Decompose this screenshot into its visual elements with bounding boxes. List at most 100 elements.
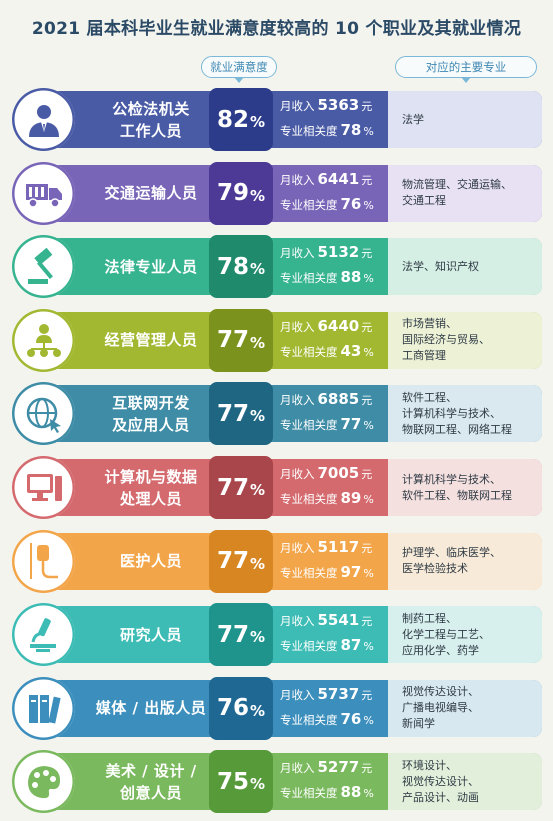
truck-icon [25, 184, 62, 208]
majors-cell: 市场营销、 国际经济与贸易、 工商管理 [388, 311, 542, 369]
income-line: 月收入 5132 元 [280, 240, 392, 265]
job-name: 交通运输人员 [104, 184, 198, 203]
relevance-value: 76 [340, 709, 362, 728]
satisfaction-percent-sign: % [249, 333, 266, 352]
satisfaction-value: 77% [209, 529, 273, 593]
stats-cell: 月收入 6885 元 专业相关度 77% [280, 387, 392, 437]
satisfaction-number: 79 [216, 180, 249, 207]
books-icon [28, 695, 61, 724]
satisfaction-number: 77 [216, 548, 249, 575]
job-name: 医护人员 [119, 552, 182, 571]
income-label: 月收入 [280, 393, 315, 408]
majors-text: 物流管理、交通运输、 交通工程 [402, 178, 512, 208]
income-line: 月收入 5117 元 [280, 535, 392, 560]
table-row: 市场营销、 国际经济与贸易、 工商管理 经营管理人员 77% 月收入 6440 元 … [12, 308, 542, 372]
table-row: 计算机科学与技术、 软件工程、物联网工程 计算机与数据 处理人员 77% 月收入… [12, 456, 542, 519]
stats-cell: 月收入 5277 元 专业相关度 88% [280, 755, 392, 805]
table-row: 物流管理、交通运输、 交通工程 交通运输人员 79% 月收入 6441 元 专业相关… [12, 161, 542, 225]
stats-cell: 月收入 7005 元 专业相关度 89% [280, 461, 392, 511]
stats-cell: 月收入 5132 元 专业相关度 88% [280, 240, 392, 290]
majors-cell: 软件工程、 计算机科学与技术、 物联网工程、网络工程 [388, 385, 542, 443]
satisfaction-number: 77 [216, 400, 249, 427]
relevance-label: 专业相关度 [280, 639, 338, 654]
income-label: 月收入 [280, 319, 315, 334]
income-value: 6441 [317, 169, 360, 188]
job-icon-circle [12, 382, 75, 446]
relevance-unit: % [363, 640, 374, 654]
satisfaction-percent-sign: % [249, 113, 266, 131]
relevance-line: 专业相关度 77% [280, 412, 392, 437]
table-row: 护理学、临床医学、 医学检验技术 医护人员 77% 月收入 5117 元 专业相关度… [12, 529, 542, 593]
network-person-icon [26, 324, 61, 358]
majors-text: 市场营销、 国际经济与贸易、 工商管理 [402, 317, 490, 363]
relevance-line: 专业相关度 43% [280, 339, 392, 364]
relevance-line: 专业相关度 88% [280, 780, 392, 805]
satisfaction-number: 76 [216, 695, 249, 722]
relevance-value: 87 [340, 636, 362, 655]
income-label: 月收入 [280, 761, 315, 776]
income-line: 月收入 5541 元 [280, 608, 392, 633]
income-line: 月收入 6440 元 [280, 314, 392, 339]
relevance-unit: % [363, 272, 374, 286]
income-label: 月收入 [280, 614, 315, 629]
satisfaction-header: 就业满意度 [201, 56, 277, 83]
relevance-label: 专业相关度 [280, 565, 338, 580]
page-title: 2021 届本科毕业生就业满意度较高的 10 个职业及其就业情况 [31, 19, 522, 39]
satisfaction-value: 77% [209, 382, 273, 446]
income-unit: 元 [361, 541, 373, 555]
satisfaction-value: 75% [209, 750, 273, 814]
satisfaction-value: 77% [209, 308, 273, 372]
computer-icon [26, 473, 62, 501]
relevance-unit: % [363, 125, 374, 138]
majors-text: 视觉传达设计、 广播电视编导、 新闻学 [402, 685, 479, 731]
satisfaction-value: 76% [209, 676, 273, 740]
satisfaction-percent-sign: % [249, 775, 266, 794]
iv-drip-icon [29, 543, 58, 580]
job-icon-circle [12, 88, 75, 151]
relevance-unit: % [363, 419, 374, 433]
income-unit: 元 [361, 394, 373, 408]
relevance-unit: % [363, 787, 374, 801]
income-value: 5541 [317, 611, 360, 630]
majors-text: 软件工程、 计算机科学与技术、 物联网工程、网络工程 [402, 390, 512, 436]
table-row: 法学、知识产权 法律专业人员 78% 月收入 5132 元 专业相关度 88% [12, 235, 542, 299]
relevance-label: 专业相关度 [280, 124, 338, 138]
satisfaction-number: 77 [216, 327, 249, 354]
income-label: 月收入 [280, 172, 315, 187]
income-label: 月收入 [280, 99, 315, 113]
majors-text: 环境设计、 视觉传达设计、 产品设计、动画 [402, 758, 479, 804]
relevance-value: 43 [340, 341, 362, 360]
income-unit: 元 [361, 615, 373, 629]
globe-cursor-icon [26, 397, 61, 433]
satisfaction-percent-sign: % [249, 407, 266, 426]
majors-cell: 物流管理、交通运输、 交通工程 [388, 164, 542, 222]
majors-cell: 视觉传达设计、 广播电视编导、 新闻学 [388, 679, 542, 737]
majors-cell: 环境设计、 视觉传达设计、 产品设计、动画 [388, 753, 542, 811]
stats-cell: 月收入 5737 元 专业相关度 76% [280, 682, 392, 732]
table-row: 视觉传达设计、 广播电视编导、 新闻学 媒体 / 出版人员 76% 月收入 573… [12, 676, 542, 740]
person-suit-icon [28, 104, 59, 137]
relevance-value: 97 [340, 562, 362, 581]
satisfaction-percent-sign: % [249, 701, 266, 720]
relevance-line: 专业相关度 87% [280, 633, 392, 658]
relevance-unit: % [363, 713, 374, 727]
relevance-line: 专业相关度 88% [280, 265, 392, 290]
relevance-unit: % [363, 345, 374, 359]
satisfaction-number: 77 [216, 621, 249, 648]
relevance-unit: % [363, 566, 374, 580]
majors-cell: 法学、知识产权 [388, 238, 542, 296]
job-name: 法律专业人员 [104, 257, 198, 276]
gavel-icon [27, 247, 53, 284]
satisfaction-number: 82 [216, 106, 249, 133]
majors-cell: 法学 [388, 91, 542, 148]
income-line: 月收入 5737 元 [280, 682, 392, 707]
palette-icon [27, 765, 60, 799]
relevance-label: 专业相关度 [280, 786, 338, 801]
job-name: 美术 / 设计 / 创意人员 [105, 761, 197, 802]
satisfaction-value: 77% [209, 456, 273, 519]
income-value: 7005 [317, 464, 360, 482]
satisfaction-number: 78 [216, 253, 249, 280]
income-line: 月收入 5363 元 [280, 93, 392, 118]
relevance-value: 89 [340, 489, 362, 507]
majors-cell: 护理学、临床医学、 医学检验技术 [388, 532, 542, 590]
